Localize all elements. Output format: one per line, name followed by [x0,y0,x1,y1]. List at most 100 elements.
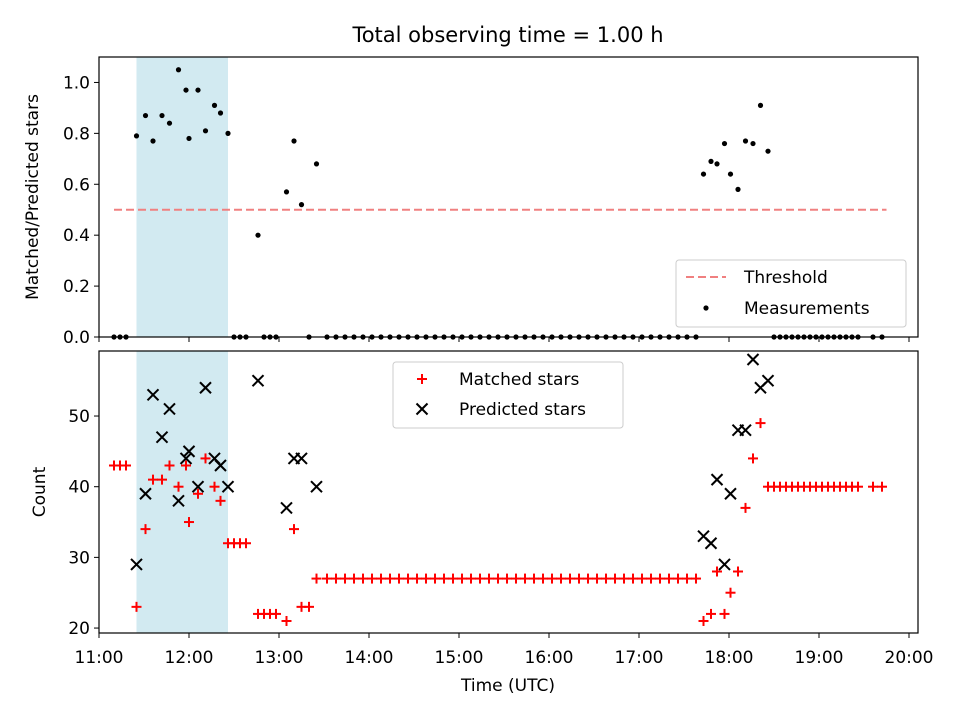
measurement-point [202,128,209,134]
matched-star-point [610,573,620,584]
bottom-legend: Matched stars Predicted stars [392,361,624,429]
predicted-star-point [704,537,718,550]
matched-star-point [289,524,299,535]
predicted-star-point [130,558,143,571]
matched-star-point [121,460,131,471]
predicted-star-point [191,480,205,493]
bottom-y-tick-label: 30 [68,548,90,568]
predicted-star-point [146,388,160,402]
bottom-legend-box [392,361,624,429]
bottom-y-tick-label: 40 [68,478,90,498]
matched-stars-legend-marker [417,374,427,384]
matched-star-point [740,502,751,513]
matched-star-point [691,573,701,584]
matched-star-point [538,573,548,584]
measurements-legend-label: Measurements [744,299,870,319]
matched-star-point [439,573,449,584]
matched-star-point [271,608,281,619]
matched-star-point [403,573,413,584]
measurement-point [142,112,149,119]
matched-star-point [493,573,503,584]
matched-star-point [556,573,566,584]
matched-star-point [340,573,350,584]
matched-star-point [664,573,674,584]
top-y-tick-label: 0.0 [63,328,90,348]
matched-star-point [173,481,184,492]
matched-star-point [193,488,203,499]
measurement-point [225,130,231,136]
predicted-star-point [761,374,775,387]
bottom-panel: 20 30 40 50 11:00 12:00 13:00 14:00 15:00 16:00 1… [30,350,934,696]
top-shaded-interval [136,57,228,337]
matched-star-point [281,615,292,626]
measurement-point [700,171,707,177]
top-legend-box [675,259,907,328]
top-y-tick-label: 0.2 [63,277,90,297]
matched-stars-legend-label: Matched stars [459,370,579,390]
matched-star-point [448,573,458,584]
x-tick-label: 20:00 [885,648,934,668]
matched-star-point [547,573,557,584]
matched-star-point [712,566,722,577]
x-tick-label: 11:00 [75,648,124,668]
measurements-legend-marker [703,305,709,311]
measurement-point [150,138,156,144]
measurement-point [159,112,165,119]
matched-star-point [311,573,322,584]
predicted-star-point [172,494,185,508]
bottom-axes-frame [98,350,919,634]
matched-star-point [349,573,359,584]
top-y-tick-label: 0.4 [63,226,90,246]
measurement-point [313,161,320,167]
x-tick-label: 14:00 [345,648,394,668]
predicted-star-point [251,374,265,387]
matched-star-point [529,573,539,584]
matched-star-point [628,573,638,584]
matched-star-point [475,573,485,584]
predicted-stars-legend-label: Predicted stars [459,400,586,420]
matched-star-point [394,573,404,584]
matched-star-point [466,573,476,584]
x-tick-label: 12:00 [165,648,214,668]
matched-star-point [725,587,736,598]
matched-star-point [646,573,656,584]
matched-star-point [215,495,226,506]
bottom-y-axis-label: Count [30,466,50,517]
measurement-point [183,87,189,93]
x-tick-label: 19:00 [795,648,844,668]
matched-star-point [484,573,494,584]
matched-star-point [164,460,175,471]
measurement-point [133,133,140,139]
measurement-point [211,102,218,108]
matched-star-point [322,573,332,584]
matched-star-point [181,460,191,471]
bottom-y-tick-label: 20 [68,619,90,639]
matched-star-point [430,573,440,584]
matched-star-point [868,481,878,492]
x-tick-label: 18:00 [705,648,754,668]
matched-star-point [673,573,683,584]
predicted-star-point [199,381,212,394]
matched-star-point [385,573,395,584]
matched-star-point [655,573,665,584]
x-tick-label: 13:00 [255,648,304,668]
matched-star-point [184,517,194,528]
matched-star-point [853,481,863,492]
predicted-star-point [724,487,737,500]
measurement-point [757,102,764,108]
x-tick-label: 15:00 [435,648,484,668]
measurement-point [175,67,182,73]
matched-star-point [209,481,220,492]
matched-star-point [511,573,521,584]
matched-star-point [574,573,584,584]
measurement-point [714,161,720,167]
threshold-legend-label: Threshold [743,268,828,288]
measurement-point [765,148,771,154]
predicted-star-point [139,487,152,500]
predicted-star-point [214,459,227,472]
matched-star-point [755,418,766,429]
matched-star-point [457,573,467,584]
predicted-star-point [280,501,293,515]
matched-star-point [619,573,629,584]
